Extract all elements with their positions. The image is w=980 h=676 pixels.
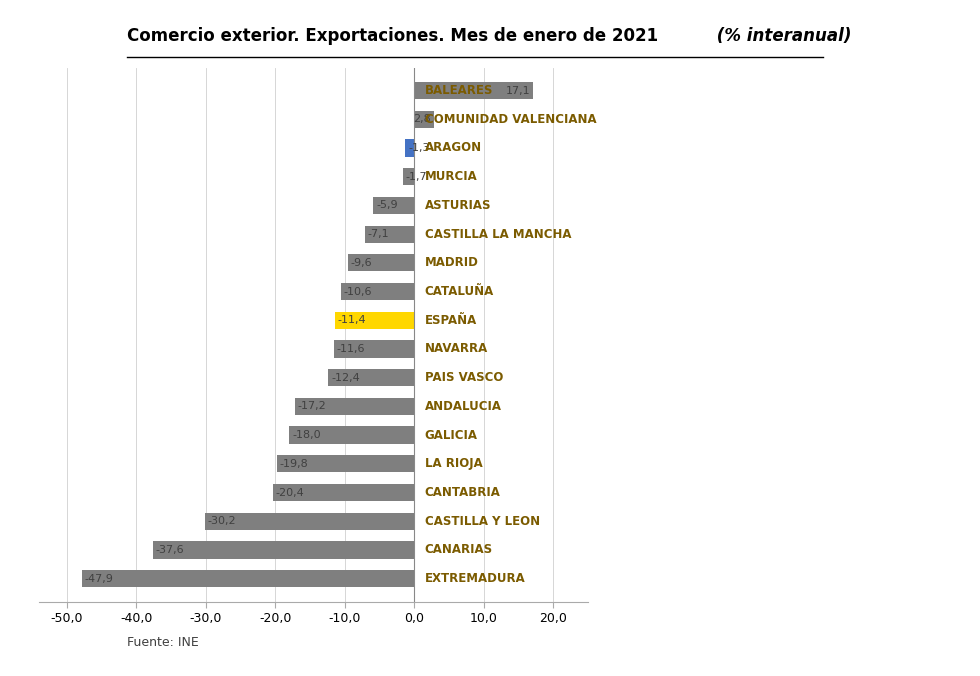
Text: CANTABRIA: CANTABRIA [424, 486, 501, 499]
Text: Comercio exterior. Exportaciones. Mes de enero de 2021: Comercio exterior. Exportaciones. Mes de… [127, 27, 659, 45]
Bar [403, 168, 415, 185]
Bar [272, 484, 415, 501]
Text: CANARIAS: CANARIAS [424, 544, 493, 556]
Bar [365, 226, 415, 243]
Text: CASTILLA LA MANCHA: CASTILLA LA MANCHA [424, 228, 571, 241]
Text: MADRID: MADRID [424, 256, 478, 269]
Text: Fuente: INE: Fuente: INE [127, 636, 199, 649]
Text: ESPAÑA: ESPAÑA [424, 314, 477, 327]
Text: BALEARES: BALEARES [424, 84, 493, 97]
Text: -7,1: -7,1 [368, 229, 389, 239]
Text: -11,6: -11,6 [336, 344, 365, 354]
Text: ASTURIAS: ASTURIAS [424, 199, 491, 212]
Text: -37,6: -37,6 [156, 545, 184, 555]
Text: -5,9: -5,9 [376, 200, 398, 210]
Text: GALICIA: GALICIA [424, 429, 477, 441]
Bar [328, 369, 415, 386]
Bar [276, 455, 415, 473]
Text: NAVARRA: NAVARRA [424, 343, 488, 356]
Bar [335, 312, 415, 329]
Text: LA RIOJA: LA RIOJA [424, 458, 482, 470]
Text: -1,3: -1,3 [408, 143, 429, 153]
Bar [415, 111, 434, 128]
Bar [81, 570, 415, 587]
Text: PAIS VASCO: PAIS VASCO [424, 371, 503, 384]
Bar [348, 254, 415, 272]
Bar [373, 197, 415, 214]
Text: -1,7: -1,7 [406, 172, 427, 182]
Text: (% interanual): (% interanual) [710, 27, 851, 45]
Text: COMUNIDAD VALENCIANA: COMUNIDAD VALENCIANA [424, 113, 597, 126]
Bar [205, 512, 415, 530]
Bar [153, 541, 415, 558]
Bar [295, 397, 415, 415]
Bar [334, 340, 415, 358]
Text: CASTILLA Y LEON: CASTILLA Y LEON [424, 514, 540, 528]
Bar [341, 283, 415, 300]
Text: ANDALUCIA: ANDALUCIA [424, 400, 502, 413]
Text: -12,4: -12,4 [331, 372, 360, 383]
Text: CATALUÑA: CATALUÑA [424, 285, 494, 298]
Text: -9,6: -9,6 [351, 258, 372, 268]
Text: EXTREMADURA: EXTREMADURA [424, 572, 525, 585]
Text: MURCIA: MURCIA [424, 170, 477, 183]
Text: ARAGON: ARAGON [424, 141, 482, 155]
Text: -19,8: -19,8 [279, 459, 309, 469]
Text: 17,1: 17,1 [506, 86, 530, 95]
Text: -47,9: -47,9 [84, 574, 114, 583]
Text: -10,6: -10,6 [343, 287, 372, 297]
Bar [289, 427, 415, 443]
Text: -18,0: -18,0 [292, 430, 320, 440]
Text: -17,2: -17,2 [298, 402, 326, 412]
Text: 2,8: 2,8 [414, 114, 431, 124]
Text: -30,2: -30,2 [208, 516, 236, 526]
Text: -20,4: -20,4 [275, 487, 304, 498]
Bar [406, 139, 415, 157]
Text: -11,4: -11,4 [338, 315, 367, 325]
Bar [415, 82, 533, 99]
